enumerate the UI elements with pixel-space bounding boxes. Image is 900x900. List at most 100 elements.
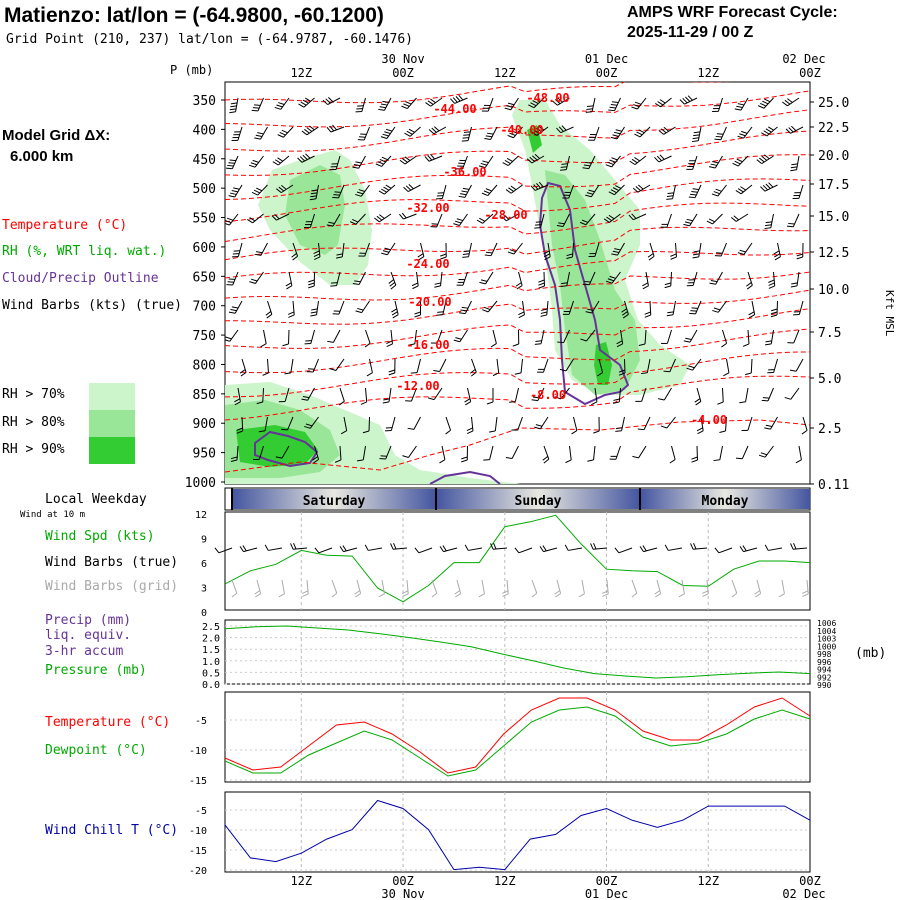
upper-wind-barb xyxy=(616,329,624,348)
pressure-tick: 998 xyxy=(817,650,832,659)
surface-wind-barb-true xyxy=(314,547,333,554)
surface-wind-barb-grid xyxy=(454,579,462,598)
model-grid-value: 6.000 km xyxy=(10,148,74,165)
upper-wind-barb xyxy=(436,300,447,316)
upper-wind-barb xyxy=(401,97,417,110)
bottom-time-tick: 00Z xyxy=(392,874,414,888)
upper-wind-barb xyxy=(281,416,294,431)
surface-wind-barb-grid xyxy=(554,579,562,598)
upper-wind-barb xyxy=(758,445,774,458)
upper-wind-barb xyxy=(691,126,702,143)
temperature-contour-line xyxy=(225,226,810,261)
surface-wind-barb-grid xyxy=(731,579,738,598)
temperature-contour-line xyxy=(225,202,810,242)
upper-wind-barb xyxy=(256,387,264,405)
upper-wind-barb xyxy=(504,97,519,111)
upper-wind-barb xyxy=(566,242,574,260)
temperature-contour-line xyxy=(225,308,810,349)
pressure-axis-title: P (mb) xyxy=(170,63,213,77)
pressure-tick: 990 xyxy=(817,681,832,690)
height-tick-label: 12.5 xyxy=(818,246,849,261)
surface-wind-barb-true xyxy=(590,542,608,550)
upper-wind-barb xyxy=(274,97,290,110)
day-band-segment xyxy=(436,489,640,509)
upper-wind-barb xyxy=(366,358,373,377)
upper-wind-barb xyxy=(501,213,519,222)
upper-wind-barb xyxy=(297,153,315,163)
bottom-time-tick: 12Z xyxy=(697,874,719,888)
upper-wind-barb xyxy=(565,445,572,464)
upper-wind-barb xyxy=(712,300,727,313)
temperature-contour-label: -36.00 xyxy=(443,165,486,179)
upper-wind-barb xyxy=(597,358,604,377)
precip-label-2: liq. equiv. xyxy=(45,628,132,643)
upper-wind-barb xyxy=(381,242,396,256)
upper-wind-barb xyxy=(679,95,698,105)
upper-wind-barb xyxy=(379,445,392,460)
upper-wind-barb xyxy=(410,358,421,374)
upper-wind-barb xyxy=(228,300,243,314)
pressure-tick-label: 1000 xyxy=(185,476,216,491)
axis-labels: 350 400 450 500 550 600 650 700 750 800 850 900 950 1… xyxy=(170,52,896,493)
wind-at-label: Wind at 10 m xyxy=(20,510,86,520)
upper-wind-barb xyxy=(629,155,647,166)
upper-wind-barb xyxy=(399,155,417,165)
windchill-tick: -20 xyxy=(189,866,207,877)
upper-wind-barb xyxy=(334,445,342,463)
temperature-contour-line xyxy=(225,351,810,398)
day-band-segment xyxy=(640,489,810,509)
upper-wind-barb xyxy=(466,416,474,434)
temperature-contour-label: -20.00 xyxy=(408,295,451,309)
pressure-tick-label: 950 xyxy=(193,447,216,462)
upper-wind-barb xyxy=(691,445,698,463)
upper-wind-barb xyxy=(272,155,290,166)
upper-wind-barb xyxy=(301,125,319,136)
rh90-label: RH > 90% xyxy=(2,442,65,457)
upper-wind-barb xyxy=(767,358,778,374)
upper-wind-barb xyxy=(458,184,472,198)
upper-wind-barb xyxy=(608,97,621,112)
wind-chill-panel xyxy=(224,791,811,873)
upper-wind-barb xyxy=(635,387,647,402)
upper-wind-barb xyxy=(735,184,753,195)
upper-wind-barb xyxy=(254,126,268,140)
wind-barbs-true-label: Wind Barbs (true) xyxy=(45,555,179,570)
surface-wind-barb-true xyxy=(714,547,733,554)
upper-wind-barb xyxy=(605,271,621,284)
upper-wind-barb xyxy=(298,97,315,108)
upper-wind-barb xyxy=(247,213,264,224)
upper-wind-barb xyxy=(291,242,299,261)
upper-wind-barb xyxy=(531,387,545,402)
upper-wind-barb xyxy=(515,271,523,290)
upper-wind-barb xyxy=(730,213,749,222)
top-time-tick: 00Z xyxy=(596,66,618,80)
temperature-contour-line xyxy=(225,130,810,176)
surface-wind-barb-true xyxy=(339,545,358,553)
upper-wind-barb xyxy=(478,155,494,169)
bottom-time-tick: 00Z xyxy=(799,874,821,888)
upper-wind-barb xyxy=(304,416,319,429)
wind-spd-label: Wind Spd (kts) xyxy=(45,529,155,544)
upper-wind-barb xyxy=(666,300,676,317)
upper-wind-barb xyxy=(488,416,498,433)
surface-wind-barb-grid xyxy=(754,579,762,598)
temperature-tick: -5 xyxy=(195,716,207,727)
upper-wind-barb xyxy=(251,97,264,112)
dewpoint-line xyxy=(224,706,811,777)
bottom-time-tick: 12Z xyxy=(494,874,516,888)
upper-wind-barb xyxy=(717,387,724,405)
temperature-contour-label: -48.00 xyxy=(526,91,569,105)
upper-wind-barb xyxy=(764,213,774,230)
temperature-contour-label: -44.00 xyxy=(433,102,476,116)
bottom-date-label: 02 Dec xyxy=(782,887,825,900)
upper-wind-barb xyxy=(556,213,570,227)
upper-wind-barb xyxy=(660,213,672,228)
upper-wind-barb xyxy=(540,300,549,317)
upper-wind-barb xyxy=(476,213,494,224)
legend-temperature: Temperature (°C) xyxy=(2,218,128,233)
upper-wind-barb xyxy=(364,329,371,348)
upper-wind-barb xyxy=(271,213,290,221)
upper-wind-barb xyxy=(304,213,315,229)
windchill-tick: -15 xyxy=(189,846,207,857)
upper-wind-barb xyxy=(647,242,655,261)
